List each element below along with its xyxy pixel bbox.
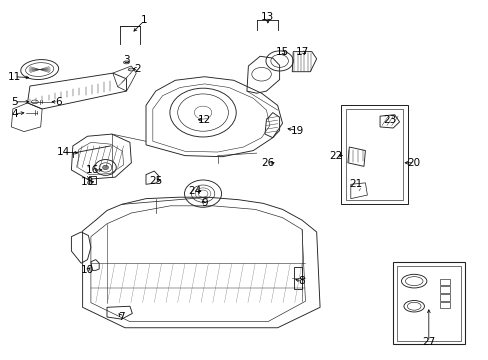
Text: 5: 5	[11, 97, 18, 107]
Bar	[439, 279, 449, 285]
Text: 24: 24	[188, 186, 201, 197]
Text: 25: 25	[149, 176, 162, 186]
Bar	[392, 262, 465, 344]
Bar	[396, 266, 460, 341]
Text: 18: 18	[81, 177, 94, 187]
Bar	[439, 302, 449, 308]
Text: 15: 15	[275, 46, 288, 57]
Circle shape	[102, 165, 108, 170]
Text: 7: 7	[118, 312, 124, 322]
Text: 27: 27	[421, 337, 434, 347]
Text: 11: 11	[8, 72, 21, 82]
Text: 9: 9	[201, 198, 207, 208]
Bar	[439, 286, 449, 293]
Text: 23: 23	[383, 115, 396, 125]
Text: 16: 16	[85, 165, 99, 175]
Text: 12: 12	[198, 115, 211, 125]
Text: 26: 26	[261, 158, 274, 168]
Text: 17: 17	[295, 46, 308, 57]
Bar	[340, 105, 407, 204]
Text: 20: 20	[407, 158, 420, 168]
Text: 21: 21	[348, 179, 362, 189]
Text: 8: 8	[298, 276, 305, 286]
Text: 22: 22	[329, 150, 342, 161]
Text: 6: 6	[55, 97, 61, 107]
Text: 14: 14	[57, 147, 70, 157]
Bar	[439, 294, 449, 301]
Text: 1: 1	[141, 15, 147, 26]
Text: 4: 4	[11, 109, 18, 119]
Text: 19: 19	[290, 126, 303, 135]
Text: 10: 10	[81, 265, 94, 275]
Text: 3: 3	[123, 55, 129, 65]
Text: 2: 2	[134, 64, 140, 74]
Text: 13: 13	[261, 12, 274, 22]
Bar	[345, 109, 403, 200]
